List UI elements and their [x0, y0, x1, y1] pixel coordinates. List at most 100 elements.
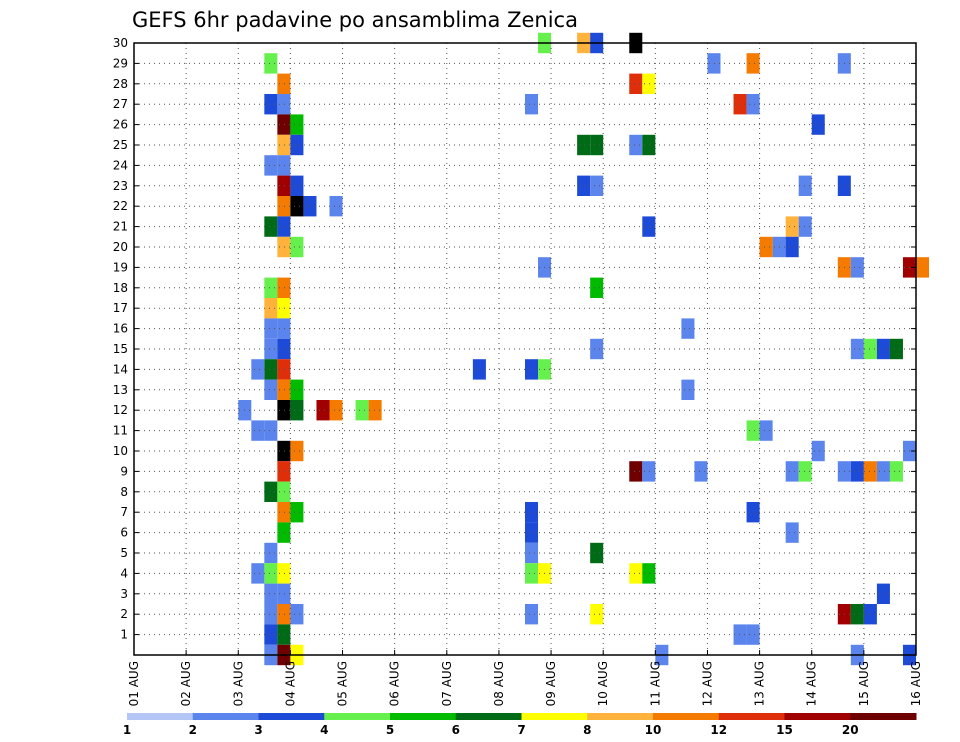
data-cell [329, 196, 343, 217]
data-cell [590, 542, 604, 564]
x-tick-label: 05 AUG [336, 661, 350, 706]
data-cell [746, 420, 760, 441]
legend-label: 5 [386, 723, 394, 737]
legend-label: 8 [583, 723, 591, 737]
y-tick-label: 13 [113, 383, 128, 397]
data-cell [850, 604, 864, 625]
data-cell [251, 563, 265, 584]
data-cell [277, 604, 291, 625]
data-cell [264, 155, 278, 176]
data-cell [277, 624, 291, 645]
x-tick-label: 15 AUG [857, 661, 871, 706]
y-axis-ticks: 1234567891011121314151617181920212223242… [113, 36, 916, 642]
data-cell [264, 583, 278, 604]
data-cell [525, 502, 539, 523]
legend-label: 3 [254, 723, 262, 737]
data-cell [746, 624, 760, 645]
x-tick-label: 06 AUG [388, 661, 402, 706]
data-cell [251, 420, 265, 441]
data-cell [759, 420, 773, 441]
data-cell [290, 379, 304, 400]
data-cell [277, 502, 291, 523]
y-tick-label: 5 [120, 546, 128, 560]
data-cell [642, 216, 656, 237]
data-cell [707, 53, 721, 74]
data-cell [277, 338, 291, 360]
legend-label: 6 [452, 723, 460, 737]
data-cell [889, 461, 903, 482]
legend-label: 2 [189, 723, 197, 737]
y-tick-label: 7 [120, 505, 128, 519]
y-tick-label: 8 [120, 485, 128, 499]
data-cell [798, 461, 812, 482]
x-tick-label: 09 AUG [544, 661, 558, 706]
data-cell [525, 359, 539, 380]
data-cell [876, 338, 890, 360]
data-cell [277, 277, 291, 298]
data-cell [642, 461, 656, 482]
data-cell [863, 338, 877, 360]
legend-swatch [718, 713, 785, 720]
data-cell [850, 461, 864, 482]
y-tick-label: 2 [120, 607, 128, 621]
legend-swatch [587, 713, 654, 720]
data-cell [264, 318, 278, 339]
legend-swatch [521, 713, 588, 720]
data-cell [642, 73, 656, 94]
data-cell [759, 236, 773, 258]
data-cell [876, 583, 890, 604]
chart-title: GEFS 6hr padavine po ansamblima Zenica [132, 8, 578, 32]
y-tick-label: 20 [113, 240, 128, 254]
legend-label: 7 [517, 723, 525, 737]
data-cell [746, 502, 760, 523]
y-tick-label: 1 [120, 628, 128, 642]
data-cell [264, 53, 278, 74]
data-cell [368, 400, 382, 421]
data-cell [590, 604, 604, 625]
data-cell [694, 461, 708, 482]
legend-swatch [258, 713, 325, 720]
data-cell [850, 338, 864, 360]
data-cell [785, 461, 799, 482]
x-tick-label: 02 AUG [179, 661, 193, 706]
data-cell [746, 53, 760, 74]
data-cell [525, 542, 539, 564]
data-cell [681, 379, 695, 400]
legend-label: 12 [710, 723, 727, 737]
data-cell [590, 277, 604, 298]
y-tick-label: 15 [113, 342, 128, 356]
legend-swatch [127, 713, 194, 720]
grid-lines [134, 43, 916, 655]
data-cell [277, 114, 291, 135]
data-cell [290, 196, 304, 217]
data-cell [277, 73, 291, 94]
data-cell [876, 461, 890, 482]
data-cell [290, 400, 304, 421]
data-cell [264, 542, 278, 564]
data-cell [733, 94, 747, 115]
data-cell [277, 236, 291, 258]
data-cell [277, 216, 291, 237]
data-cell [642, 563, 656, 584]
color-legend: 1 2 3 4 5 6 7 8 10 12 15 20 [123, 713, 917, 737]
data-cell [889, 338, 903, 360]
y-tick-label: 27 [113, 97, 128, 111]
y-tick-label: 22 [113, 199, 128, 213]
data-cell [577, 134, 591, 156]
data-cell [277, 583, 291, 604]
data-cell [264, 277, 278, 298]
data-cell [629, 461, 643, 482]
data-cell [277, 379, 291, 400]
y-tick-label: 6 [120, 526, 128, 540]
data-cell [629, 563, 643, 584]
data-cell [590, 134, 604, 156]
y-tick-label: 26 [113, 118, 128, 132]
data-cell [785, 236, 799, 258]
x-tick-label: 03 AUG [231, 661, 245, 706]
data-cell [290, 604, 304, 625]
data-cell [785, 216, 799, 237]
data-cell [277, 563, 291, 584]
legend-swatch [192, 713, 259, 720]
data-cell [916, 257, 930, 278]
